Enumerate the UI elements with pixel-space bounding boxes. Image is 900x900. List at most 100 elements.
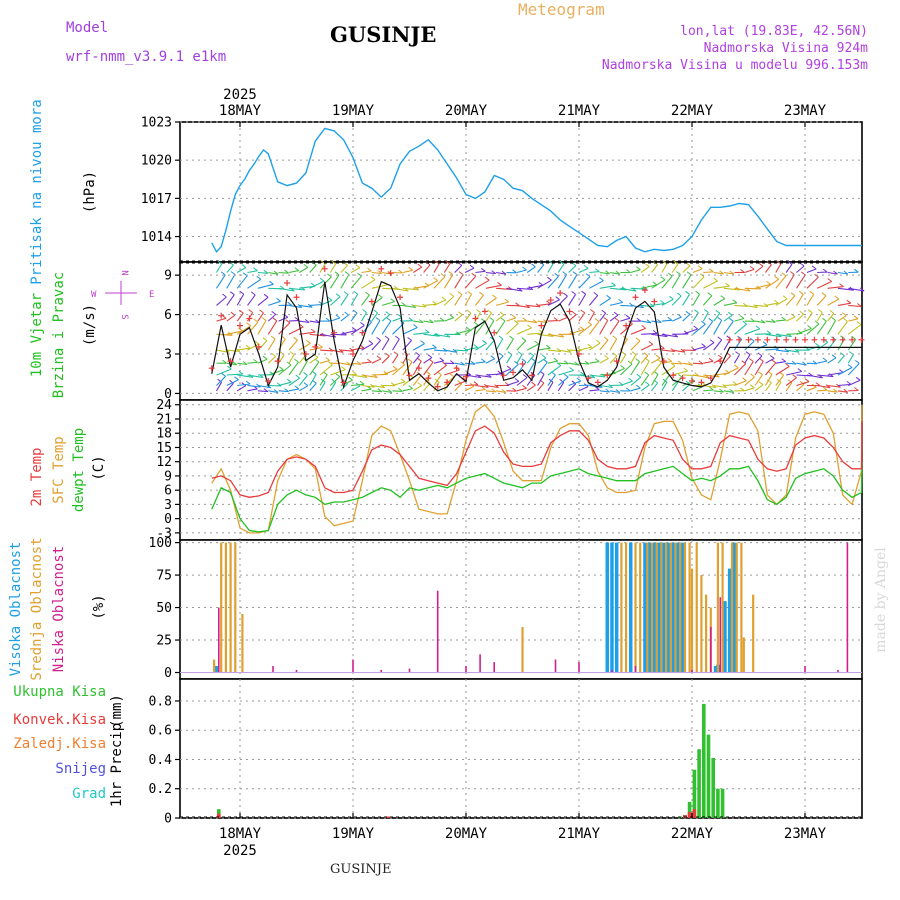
wind-arrow — [661, 263, 668, 273]
wind-arrow-head — [341, 366, 346, 371]
wind-arrow-head — [222, 359, 227, 364]
wind-gust-marker — [434, 383, 441, 390]
wind-arrow — [765, 302, 779, 306]
wind-arrow — [506, 380, 519, 387]
wind-gust-marker — [255, 343, 262, 350]
temperature-ytick-label: -3 — [156, 526, 172, 541]
wind-arrow — [610, 390, 620, 394]
wind-arrow — [299, 320, 310, 324]
precip-total-bar — [692, 769, 697, 818]
wind-arrow-head — [749, 384, 755, 389]
model-name: wrf-nmm_v3.9.1 e1km — [66, 49, 227, 65]
wind-arrow-head — [725, 282, 730, 287]
wind-arrow — [765, 374, 773, 386]
wind-gust-marker — [510, 369, 517, 376]
dewpt-temp-line — [211, 461, 863, 533]
wind-gust-marker — [463, 373, 469, 380]
wind-arrow-head — [238, 370, 244, 375]
wind-arrow-head — [284, 388, 289, 393]
panel-labels: Pritisak na nivou mora (hPa) 10m Vjetar Brz… — [8, 99, 154, 807]
wind-arrow — [340, 373, 357, 376]
cloud-low-bar — [611, 669, 613, 673]
wind-ytick-label: 0 — [164, 387, 172, 402]
wind-label-2: Brzina i Pravac — [51, 272, 67, 398]
wind-arrow-head — [821, 292, 827, 297]
wind-gust-marker — [350, 351, 356, 357]
wind-arrow-head — [563, 360, 569, 365]
wind-arrow-head — [248, 309, 253, 313]
wind-arrow — [775, 381, 782, 392]
wind-arrow-head — [514, 360, 519, 365]
wind-arrow — [837, 271, 848, 275]
wind-arrow — [526, 355, 535, 364]
wind-arrow — [485, 284, 502, 289]
cloud-mid-bar — [634, 542, 637, 673]
wind-arrow — [226, 330, 243, 335]
wind-arrow — [247, 312, 254, 322]
pressure-ytick-label: 1020 — [141, 154, 172, 169]
wind-arrow-head — [269, 280, 274, 285]
wind-arrow-head — [612, 335, 618, 340]
wind-arrow — [703, 271, 714, 274]
wind-arrow — [547, 374, 556, 386]
location-coordinates: lon,lat (19.83E, 42.56N) — [680, 24, 868, 39]
wind-arrow — [506, 322, 519, 335]
wind-arrow-head — [620, 364, 625, 369]
wind-arrow-head — [458, 311, 463, 316]
cloud-low-bar — [218, 607, 220, 673]
wind-arrow-head — [843, 388, 849, 393]
wind-arrow-head — [449, 314, 455, 319]
wind-arrow-head — [698, 360, 704, 365]
wind-arrow-head — [680, 348, 686, 353]
wind-arrow — [319, 263, 326, 273]
wind-arrow — [464, 267, 475, 273]
wind-arrow-head — [538, 281, 544, 286]
wind-arrow-head — [792, 374, 797, 379]
wind-arrow — [382, 368, 398, 376]
wind-arrow — [268, 369, 284, 376]
model-altitude: Nadmorska Visina u modelu 996.153m — [601, 58, 868, 73]
wind-arrow — [661, 298, 674, 306]
wind-gust-marker — [604, 372, 611, 379]
wind-arrow-head — [605, 388, 610, 393]
wind-arrow-head — [289, 351, 295, 356]
wind-arrow — [641, 284, 657, 289]
wind-arrow — [578, 374, 595, 379]
wind-arrow — [392, 390, 403, 392]
wind-gust-marker — [764, 336, 771, 343]
wind-arrow — [216, 368, 232, 376]
precip-convective-bar — [217, 813, 221, 818]
wind-arrow — [516, 387, 527, 392]
wind-arrow-head — [643, 352, 649, 357]
cloud-mid-bar — [234, 542, 237, 673]
wind-arrow-head — [385, 352, 390, 357]
wind-arrow-head — [660, 345, 665, 349]
wind-gust-marker — [274, 358, 281, 365]
wind-arrow — [257, 390, 268, 393]
wind-arrow-head — [846, 380, 852, 385]
wind-arrow — [734, 317, 745, 322]
wind-arrow-head — [439, 357, 445, 362]
wind-arrow — [423, 264, 431, 273]
wind-arrow — [816, 320, 827, 335]
wind-arrow-head — [522, 266, 527, 271]
precip-frz-label: Zaledj.Kisa — [13, 736, 106, 752]
cloud-mid-bar — [660, 542, 663, 673]
wind-arrow-head — [480, 358, 486, 363]
wind-arrow — [537, 357, 547, 364]
wind-arrow-head — [603, 336, 609, 341]
wind-arrow — [651, 382, 659, 392]
wind-arrow-head — [286, 361, 292, 366]
wind-arrow — [651, 362, 662, 376]
station-title: GUSINJE — [330, 22, 437, 47]
wind-arrow-head — [294, 385, 300, 390]
cloud-mid-bar — [690, 568, 694, 673]
wind-arrow — [755, 333, 772, 335]
wind-arrow — [671, 274, 681, 289]
wind-ytick-label: 3 — [164, 348, 172, 363]
cloud-low-bar — [295, 669, 298, 673]
wind-arrow — [413, 266, 422, 273]
wind-arrow-head — [531, 381, 536, 386]
wind-arrow-head — [365, 291, 370, 296]
wind-arrow-head — [466, 309, 472, 314]
